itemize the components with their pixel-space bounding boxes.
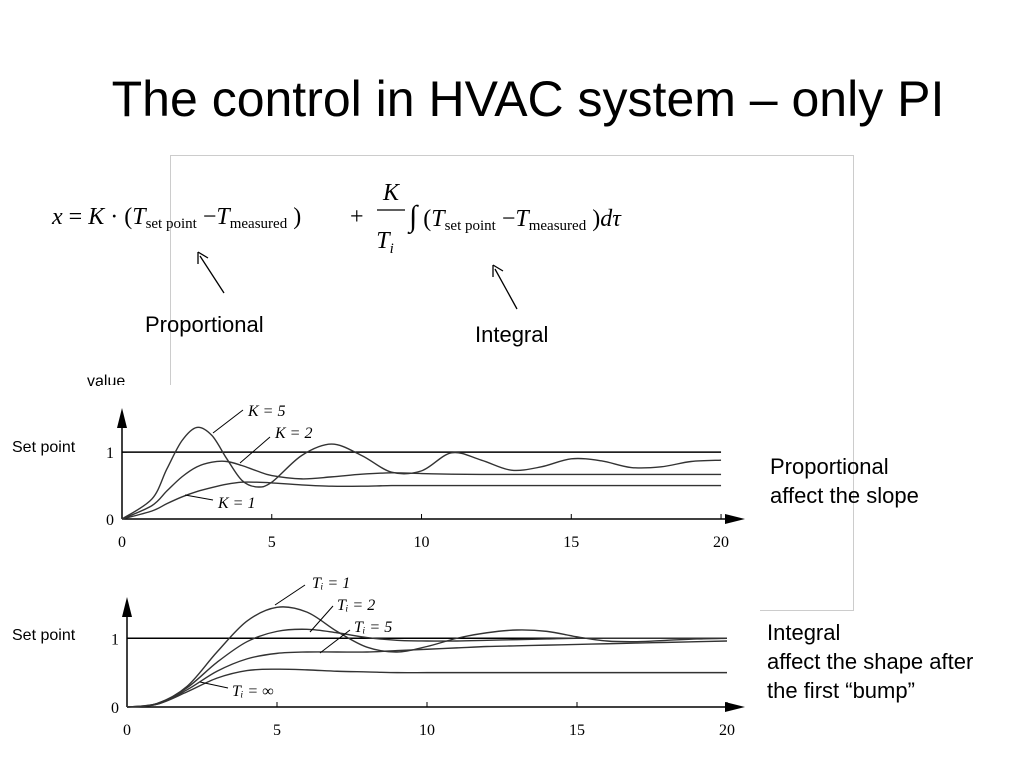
chart-background <box>100 385 760 570</box>
series-label: K = 2 <box>274 425 312 442</box>
series-label: K = 1 <box>217 495 255 512</box>
series-line <box>126 606 728 708</box>
note: Proportional affect the slope <box>770 454 919 508</box>
y-axis-arrow <box>117 408 127 428</box>
series-line <box>121 426 722 520</box>
proportional-label: Proportional <box>145 312 264 337</box>
series-label: Tᵢ = 5 <box>354 619 392 636</box>
integral-label: Integral <box>475 322 548 347</box>
note: Integral affect the shape after the first … <box>767 620 973 703</box>
series-line <box>121 481 722 520</box>
formula-part: · ( <box>104 204 132 230</box>
series-line <box>126 628 727 708</box>
label-leader <box>212 409 244 434</box>
formula-right: ∫ (Tset point −Tmeasured )dτ <box>407 200 622 235</box>
label-leader <box>309 605 334 633</box>
formula-left: x = K · (Tset point −Tmeasured ) <box>51 204 301 232</box>
chart: 0 5 10 15 20 0 1 Set point Tᵢ = 1 Tᵢ = 2 Tᵢ = 5 Tᵢ … <box>12 568 760 763</box>
arrow <box>199 255 225 294</box>
formula-part: K <box>87 204 106 230</box>
x-tick-label: 10 <box>419 722 435 739</box>
formula-numerator: K <box>382 180 401 206</box>
arrow-head <box>197 251 209 264</box>
formula-part: ) <box>287 204 301 230</box>
formula-part: T <box>216 204 231 230</box>
formula-part: set point <box>146 216 198 232</box>
y-tick-label: 0 <box>111 700 119 717</box>
formula-part: ( <box>417 206 431 232</box>
formula-plus: + <box>350 204 364 230</box>
x-axis-arrow <box>725 702 745 712</box>
y-axis-arrow <box>122 597 132 617</box>
note-line: affect the shape after <box>767 649 973 674</box>
formula-part: measured <box>529 218 587 234</box>
x-tick-label: 20 <box>719 722 735 739</box>
note-line: the first “bump” <box>767 678 915 703</box>
formula-part: − <box>496 206 516 232</box>
x-tick-label: 10 <box>414 534 430 551</box>
series-line <box>121 460 722 520</box>
x-tick-label: 15 <box>563 534 579 551</box>
setpoint-label: Set point <box>12 627 76 644</box>
series-line <box>126 668 727 708</box>
label-leader <box>184 494 214 501</box>
arrow <box>494 268 518 310</box>
formula-part: T <box>376 228 391 254</box>
formula-part: T <box>515 206 530 232</box>
x-tick-label: 5 <box>268 534 276 551</box>
label-leader <box>239 436 271 464</box>
series-label: K = 5 <box>247 403 285 420</box>
x-tick-label: 0 <box>118 534 126 551</box>
x-tick-label: 20 <box>713 534 729 551</box>
note-line: Integral <box>767 620 840 645</box>
x-tick-label: 0 <box>123 722 131 739</box>
formula-part: set point <box>445 218 497 234</box>
formula-part: T <box>431 206 446 232</box>
series-label: Tᵢ = 1 <box>312 575 350 592</box>
chart: 0 5 10 15 20 0 1 Set point K = 5 K = 2 K = 1 <box>12 385 760 570</box>
y-tick-label: 1 <box>106 445 114 462</box>
chart-background <box>100 568 760 763</box>
slide-title: The control in HVAC system – only PI <box>112 71 945 127</box>
y-tick-label: 0 <box>106 512 114 529</box>
y-tick-label: 1 <box>111 631 119 648</box>
series-line <box>126 640 728 708</box>
formula-part: T <box>132 204 147 230</box>
formula-part: i <box>390 241 394 257</box>
formula-part: ) <box>586 206 600 232</box>
note-line: affect the slope <box>770 483 919 508</box>
formula-part: τ <box>612 206 622 232</box>
setpoint-label: Set point <box>12 439 76 456</box>
formula-part: x <box>51 204 63 230</box>
formula-part: ∫ <box>407 200 419 235</box>
label-leader <box>199 681 229 689</box>
formula-part: d <box>600 206 613 232</box>
arrow-head <box>492 264 504 277</box>
x-tick-label: 5 <box>273 722 281 739</box>
formula-part: − <box>197 204 217 230</box>
formula-denominator: Ti <box>376 228 394 257</box>
formula-part: = <box>63 204 89 230</box>
note-line: Proportional <box>770 454 889 479</box>
series-label: Tᵢ = ∞ <box>232 683 274 700</box>
series-label: Tᵢ = 2 <box>337 597 375 614</box>
formula-part: measured <box>230 216 288 232</box>
label-leader <box>274 584 306 606</box>
label-leader <box>319 629 351 654</box>
x-tick-label: 15 <box>569 722 585 739</box>
x-axis-arrow <box>725 514 745 524</box>
